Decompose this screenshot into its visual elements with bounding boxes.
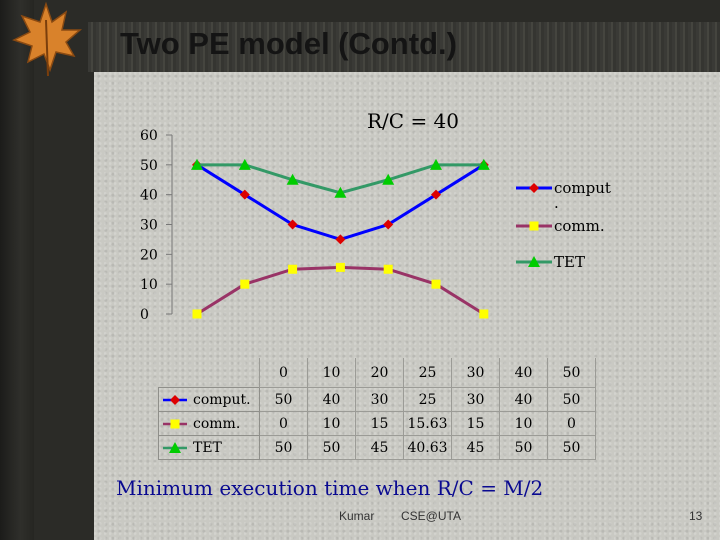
data-point <box>170 419 180 428</box>
y-tick-label: 30 <box>140 218 158 234</box>
table-cell: 50 <box>547 435 596 460</box>
table-header-cell: 30 <box>451 358 500 388</box>
page-number: 13 <box>689 509 703 523</box>
data-point <box>170 394 180 405</box>
y-tick-label: 50 <box>140 158 158 174</box>
table-cell: 10 <box>307 411 356 436</box>
table-cell: 30 <box>451 387 500 412</box>
table-cell: 50 <box>259 435 308 460</box>
table-cell: 25 <box>403 387 452 412</box>
y-tick-label: 40 <box>140 188 158 204</box>
data-point <box>528 256 540 267</box>
data-point <box>335 262 345 272</box>
table-series-label: comput. <box>158 387 260 412</box>
y-tick-label: 20 <box>140 247 158 263</box>
y-axis-ticks: 0 10 20 30 40 50 60 <box>140 128 172 323</box>
data-point <box>286 173 299 185</box>
y-tick-label: 0 <box>140 307 149 323</box>
data-point <box>288 264 298 274</box>
data-point <box>240 279 250 289</box>
data-point <box>529 221 539 231</box>
table-cell: 15 <box>451 411 500 436</box>
data-table: 0 10 20 25 30 40 50 comput. 50 40 30 25 30 40 50 comm.… <box>158 358 596 460</box>
table-cell: 50 <box>547 387 596 412</box>
data-point <box>431 279 441 289</box>
legend-entry: comm. <box>554 217 605 235</box>
data-point <box>430 158 442 170</box>
data-point <box>477 158 490 170</box>
maple-leaf-icon <box>12 1 83 77</box>
table-cell: 15.63 <box>403 411 452 436</box>
series-key-icon <box>163 419 187 428</box>
table-cell: 0 <box>547 411 596 436</box>
chart-legend: comput . comm. TET <box>516 179 611 271</box>
table-header-cell: 50 <box>547 358 596 388</box>
table-cell: 15 <box>355 411 404 436</box>
table-corner-cell <box>159 358 260 388</box>
y-tick-label: 60 <box>140 128 158 144</box>
table-cell: 40 <box>499 387 548 412</box>
left-decor-strip <box>0 0 34 540</box>
data-point <box>334 186 347 198</box>
conclusion-text: Minimum execution time when R/C = M/2 <box>116 476 544 500</box>
y-tick-label: 10 <box>140 277 158 293</box>
data-point <box>287 219 298 230</box>
table-cell: 40.63 <box>403 435 452 460</box>
table-header-row: 0 10 20 25 30 40 50 <box>159 358 596 388</box>
table-header-cell: 20 <box>355 358 404 388</box>
data-point <box>479 309 489 319</box>
series-key-icon <box>163 394 187 405</box>
data-point <box>431 189 441 200</box>
series-line-comm <box>196 265 485 316</box>
table-header-cell: 0 <box>259 358 308 388</box>
table-row: comm. 0 10 15 15.63 15 10 0 <box>158 411 596 436</box>
table-cell: 40 <box>307 387 356 412</box>
data-point <box>192 309 202 319</box>
table-cell: 50 <box>307 435 356 460</box>
data-point <box>239 189 250 200</box>
legend-entry: comput. <box>554 179 611 212</box>
table-series-label: comm. <box>158 411 260 436</box>
table-cell: 50 <box>259 387 308 412</box>
table-header-cell: 10 <box>307 358 356 388</box>
data-point <box>383 264 393 274</box>
chart-title: R/C = 40 <box>367 109 459 133</box>
table-cell: 10 <box>499 411 548 436</box>
table-row: TET 50 50 45 40.63 45 50 50 <box>158 435 596 460</box>
data-point <box>383 219 394 230</box>
table-series-label: TET <box>158 435 260 460</box>
table-header-cell: 25 <box>403 358 452 388</box>
legend-entry: TET <box>554 253 585 271</box>
data-point <box>191 158 203 170</box>
data-point <box>529 183 539 193</box>
footer-center: CSE@UTA <box>401 509 461 523</box>
data-point <box>382 173 395 185</box>
series-key-icon <box>163 441 187 453</box>
slide-title: Two PE model (Contd.) <box>120 26 457 61</box>
series-layer <box>191 158 490 319</box>
data-point <box>335 234 346 245</box>
table-cell: 30 <box>355 387 404 412</box>
title-band <box>88 22 720 72</box>
table-cell: 0 <box>259 411 308 436</box>
table-cell: 50 <box>499 435 548 460</box>
table-cell: 45 <box>355 435 404 460</box>
slide-content-area <box>94 72 720 540</box>
data-point <box>238 158 251 170</box>
series-line-comput <box>196 163 485 241</box>
table-cell: 45 <box>451 435 500 460</box>
data-point <box>169 441 181 453</box>
footer-author: Kumar <box>339 509 375 523</box>
table-row: comput. 50 40 30 25 30 40 50 <box>158 387 596 412</box>
table-header-cell: 40 <box>499 358 548 388</box>
